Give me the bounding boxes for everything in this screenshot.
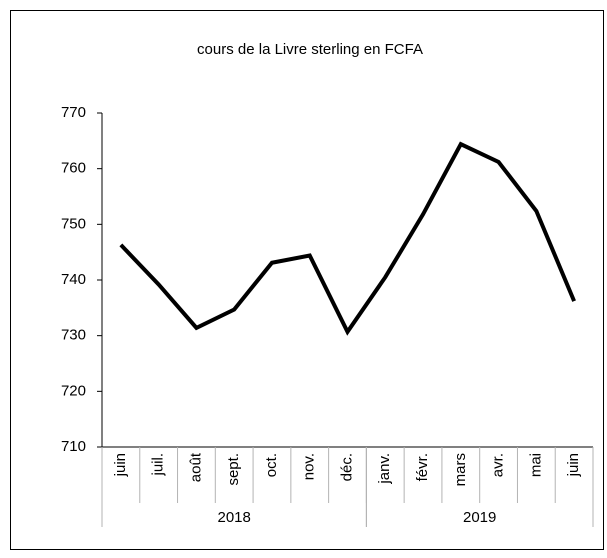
x-tick-label: juin bbox=[112, 453, 129, 477]
y-tick-label: 760 bbox=[61, 160, 86, 177]
x-tick-label: oct. bbox=[263, 453, 280, 477]
x-tick-label: nov. bbox=[301, 453, 318, 480]
line-series bbox=[119, 141, 576, 336]
y-tick-label: 770 bbox=[61, 104, 86, 121]
x-tick-label: janv. bbox=[376, 453, 393, 485]
chart-border bbox=[10, 10, 604, 550]
chart-title: cours de la Livre sterling en FCFA bbox=[197, 41, 423, 58]
y-tick-label: 730 bbox=[61, 327, 86, 344]
y-tick-label: 740 bbox=[61, 271, 86, 288]
x-tick-label: juin bbox=[565, 453, 582, 477]
x-tick-label: juil. bbox=[150, 453, 167, 477]
x-tick-label: août bbox=[187, 452, 204, 482]
y-tick-label: 750 bbox=[61, 215, 86, 232]
x-tick-label: avr. bbox=[490, 453, 507, 477]
group-label: 2018 bbox=[218, 509, 251, 526]
x-tick-label: déc. bbox=[338, 453, 355, 481]
group-label: 2019 bbox=[463, 509, 496, 526]
y-tick-label: 710 bbox=[61, 438, 86, 455]
y-tick-label: 720 bbox=[61, 382, 86, 399]
x-tick-label: mai bbox=[527, 453, 544, 477]
x-tick-label: sept. bbox=[225, 453, 242, 486]
x-tick-label: févr. bbox=[414, 453, 431, 481]
x-tick-label: mars bbox=[452, 453, 469, 486]
